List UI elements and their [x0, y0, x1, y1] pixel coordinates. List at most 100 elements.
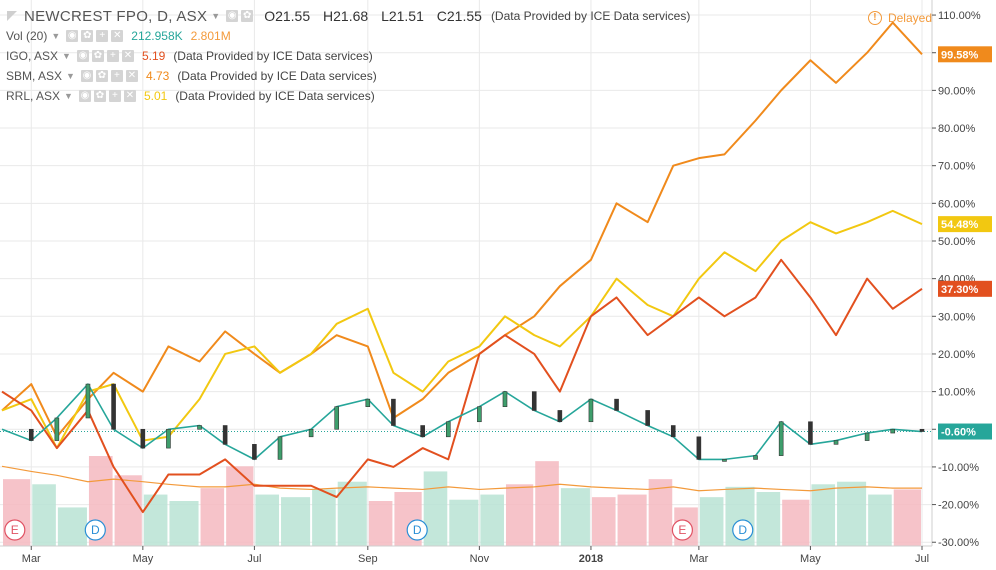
- chevron-down-icon[interactable]: ▼: [64, 91, 73, 101]
- study-label[interactable]: RRL, ASX: [6, 89, 61, 103]
- series-line[interactable]: [1, 383, 923, 461]
- study-value: 212.958K: [131, 29, 183, 43]
- study-legend-row: RRL, ASX ▼ ◉ ✿ + ✕ 5.01 (Data Provided by ICE D…: [6, 86, 690, 106]
- delayed-label: Delayed: [887, 11, 932, 25]
- volume-bar: [782, 499, 810, 546]
- volume-bar: [449, 499, 479, 546]
- gear-icon[interactable]: ✿: [93, 90, 106, 102]
- candle: [308, 428, 314, 438]
- chevron-down-icon[interactable]: ▼: [62, 51, 71, 61]
- price-tick-label: 90.00%: [938, 85, 976, 97]
- flag-icon[interactable]: [6, 10, 18, 22]
- volume-bar: [699, 497, 724, 546]
- price-tick-label: 80.00%: [938, 123, 976, 135]
- series-line[interactable]: [1, 258, 923, 514]
- series-line[interactable]: [1, 21, 923, 438]
- candle: [645, 410, 650, 426]
- event-marker[interactable]: [671, 519, 693, 541]
- gear-icon[interactable]: ✿: [91, 50, 104, 62]
- event-marker[interactable]: [732, 519, 754, 541]
- provider-note: (Data Provided by ICE Data services): [173, 49, 373, 63]
- chevron-down-icon[interactable]: ▼: [211, 11, 221, 21]
- volume-bar: [560, 488, 590, 546]
- gear-icon[interactable]: ✿: [95, 70, 108, 82]
- last-value-badge: [938, 216, 992, 233]
- price-tick-label: 10.00%: [938, 387, 976, 399]
- price-tick-label: 60.00%: [938, 198, 976, 210]
- candle: [614, 398, 619, 411]
- study-label[interactable]: SBM, ASX: [6, 69, 63, 83]
- candle: [808, 421, 813, 445]
- candle: [222, 425, 228, 445]
- close-icon[interactable]: ✕: [111, 30, 124, 42]
- volume-bar: [312, 489, 336, 546]
- time-tick-label: May: [800, 553, 821, 565]
- delayed-alert-icon: !: [867, 11, 882, 25]
- close-icon[interactable]: ✕: [123, 90, 136, 102]
- chevron-down-icon[interactable]: ▼: [66, 71, 75, 81]
- candle: [502, 391, 508, 407]
- eye-icon[interactable]: ◉: [76, 50, 89, 62]
- low-value: L21.51: [381, 8, 424, 24]
- volume-bar: [281, 497, 311, 546]
- delayed-badge[interactable]: ! Delayed: [867, 11, 932, 25]
- plus-icon[interactable]: +: [96, 30, 109, 42]
- study-label[interactable]: IGO, ASX: [6, 49, 59, 63]
- candle: [833, 440, 839, 445]
- last-value-label: 37.30%: [941, 284, 979, 296]
- event-marker[interactable]: [406, 519, 428, 541]
- candle: [696, 436, 702, 460]
- close-icon[interactable]: ✕: [121, 50, 134, 62]
- price-tick-label: 50.00%: [938, 236, 976, 248]
- candle: [864, 432, 870, 441]
- main-symbol-title[interactable]: NEWCREST FPO, D, ASX: [24, 7, 208, 25]
- volume-bar: [811, 484, 836, 546]
- event-marker-letter: D: [91, 523, 100, 537]
- plus-icon[interactable]: +: [106, 50, 119, 62]
- close-icon[interactable]: ✕: [125, 70, 138, 82]
- last-value-badge: [938, 423, 992, 440]
- study-value: 4.73: [145, 69, 170, 83]
- time-tick-label: Mar: [22, 553, 41, 565]
- candle: [391, 398, 396, 426]
- chevron-down-icon[interactable]: ▼: [51, 31, 61, 41]
- candle: [252, 444, 257, 460]
- study-value: 5.19: [141, 49, 166, 63]
- provider-note: (Data Provided by ICE Data services): [490, 9, 691, 23]
- candle: [54, 417, 60, 441]
- study-legend-row: Vol (20) ▼ ◉ ✿ + ✕ 212.958K 2.801M: [6, 26, 690, 46]
- close-value: C21.55: [436, 8, 482, 24]
- time-tick-label: Jul: [247, 553, 261, 565]
- main-series-legend: NEWCREST FPO, D, ASX ▼ ◉ ✿ O21.55 H21.68…: [6, 6, 690, 26]
- event-marker[interactable]: [84, 519, 106, 541]
- candle: [277, 436, 283, 460]
- last-value-label: 54.48%: [941, 219, 979, 231]
- volume-bar: [480, 494, 504, 546]
- event-marker[interactable]: [4, 519, 26, 541]
- eye-icon[interactable]: ◉: [226, 10, 239, 22]
- eye-icon[interactable]: ◉: [80, 70, 93, 82]
- event-marker-letter: E: [11, 523, 19, 537]
- candle: [365, 398, 371, 407]
- candle: [111, 383, 116, 430]
- study-legend-row: IGO, ASX ▼ ◉ ✿ + ✕ 5.19 (Data Provided by ICE D…: [6, 46, 690, 66]
- eye-icon[interactable]: ◉: [78, 90, 91, 102]
- eye-icon[interactable]: ◉: [66, 30, 79, 42]
- volume-bar: [368, 501, 393, 546]
- candle: [890, 428, 896, 434]
- candle: [557, 410, 563, 423]
- time-tick-label: Jul: [915, 553, 929, 565]
- price-tick-label: 110.00%: [938, 10, 981, 22]
- gear-icon[interactable]: ✿: [241, 10, 254, 22]
- ohlc-values: O21.55 H21.68 L21.51 C21.55: [264, 8, 491, 24]
- candle: [445, 421, 451, 438]
- study-label[interactable]: Vol (20): [6, 29, 48, 43]
- plus-icon[interactable]: +: [108, 90, 121, 102]
- plus-icon[interactable]: +: [110, 70, 123, 82]
- price-tick-label: 30.00%: [938, 311, 976, 323]
- volume-bar: [226, 466, 254, 546]
- gear-icon[interactable]: ✿: [81, 30, 94, 42]
- provider-note: (Data Provided by ICE Data services): [175, 89, 375, 103]
- candle: [753, 455, 758, 460]
